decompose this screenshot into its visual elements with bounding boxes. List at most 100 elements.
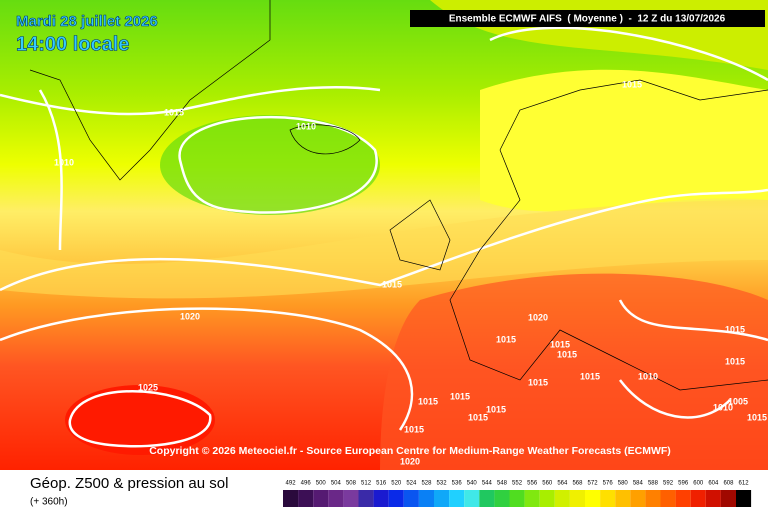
scale-label: 532 [437,481,448,487]
isobar [0,307,414,431]
scale-label: 528 [421,481,432,487]
isobar-label: 1015 [622,79,642,89]
scale-label: 508 [346,481,357,487]
scale-swatch [358,490,374,507]
scale-swatch [736,490,752,507]
scale-label: 516 [376,481,387,487]
isobar [618,299,768,342]
isobar-label: 1015 [164,107,184,117]
scale-label: 576 [603,481,614,487]
scale-swatch [418,490,434,507]
footer-subtitle: (+ 360h) [30,497,68,508]
low-area [160,115,380,215]
isobar [489,26,768,82]
isobar-label: 1015 [468,412,488,422]
isobar-label: 1020 [400,456,420,466]
isobar-label: 1015 [580,371,600,381]
isobar [178,115,378,214]
isobar [0,188,768,292]
scale-label: 560 [542,481,553,487]
band [0,200,768,299]
scale-swatch [675,490,691,507]
isobar-label: 1020 [180,311,200,321]
isobar-label: 1025 [138,382,158,392]
scale-swatch [479,490,495,507]
isobar-label: 1010 [638,371,658,381]
scale-swatch [464,490,480,507]
scale-label: 548 [497,481,508,487]
scale-label: 596 [678,481,689,487]
isobar-label: 1015 [557,349,577,359]
scale-swatch [434,490,450,507]
scale-label: 592 [663,481,674,487]
isobar-label: 1010 [713,402,733,412]
scale-label: 556 [527,481,538,487]
scale-swatch [600,490,616,507]
scale-label: 492 [286,481,297,487]
scale-label: 536 [452,481,463,487]
scale-swatch [403,490,419,507]
scale-swatch [705,490,721,507]
coastline [289,124,361,155]
isobar-label: 1015 [404,424,424,434]
coastline [389,199,451,271]
scale-swatch [554,490,570,507]
band [480,69,768,212]
scale-label: 500 [316,481,327,487]
run-box [410,10,765,27]
scale-label: 600 [693,481,704,487]
scale-label: 524 [406,481,417,487]
scale-label: 580 [618,481,629,487]
scale-swatch [343,490,359,507]
scale-label: 552 [512,481,523,487]
isobar-label: 1015 [418,396,438,406]
isobars [0,26,768,448]
isobar-label: 1015 [496,334,516,344]
coastline [29,0,271,181]
high-area [65,385,215,455]
scale-label: 564 [557,481,568,487]
isobar [0,86,381,116]
scale-label: 544 [482,481,493,487]
scale-label: 496 [301,481,312,487]
coastline [449,79,768,391]
scale-swatch [373,490,389,507]
coastlines [29,0,768,391]
run-info: Ensemble ECMWF AIFS ( Moyenne ) - 12 Z d… [449,14,726,25]
date: Mardi 28 juillet 2026 [16,13,158,30]
scale-swatch [630,490,646,507]
scale-swatch [524,490,540,507]
scale-swatch [328,490,344,507]
scale-swatch [569,490,585,507]
isobar-label: 1010 [296,121,316,131]
scale-label: 608 [723,481,734,487]
scale-swatch [298,490,314,507]
isobar-label: 1015 [747,412,767,422]
copyright: Copyright © 2026 Meteociel.fr - Source E… [149,445,671,457]
scale-swatch [690,490,706,507]
isobar-label: 1015 [450,391,470,401]
scale-swatch [494,490,510,507]
isobar-label: 1010 [54,157,74,167]
scale-swatch [509,490,525,507]
scale-swatch [388,490,404,507]
scale-label: 540 [467,481,478,487]
scale-label: 504 [331,481,342,487]
isobar-label: 1020 [528,312,548,322]
isobar [619,379,731,419]
isobar-label: 1015 [382,279,402,289]
isobar [38,89,63,251]
color-scale: 492 496 500 504 508 512 516 520 524 528 532 536 540 5… [283,481,752,507]
scale-swatch [660,490,676,507]
isobar-label: 1015 [550,339,570,349]
scale-swatch [585,490,601,507]
scale-label: 572 [588,481,599,487]
isobar-label: 1015 [725,324,745,334]
scale-swatch [615,490,631,507]
isobar-label: 1015 [725,356,745,366]
isobar-label: 1005 [728,396,748,406]
scale-label: 588 [648,481,659,487]
